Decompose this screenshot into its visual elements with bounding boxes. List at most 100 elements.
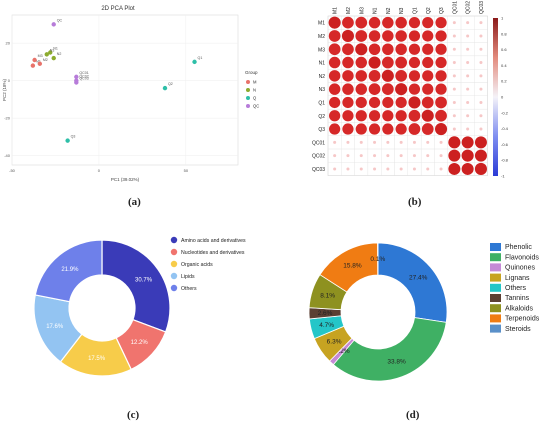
- heatmap-circle: [355, 110, 367, 122]
- pca-y-tick-label: 20: [6, 41, 11, 46]
- compound-legend-marker: [490, 273, 501, 282]
- heatmap-circle: [346, 140, 350, 144]
- heatmap-circle: [422, 30, 434, 42]
- heatmap-circle: [341, 29, 354, 42]
- metabolite-legend-label: Lipids: [181, 274, 195, 280]
- heatmap-circle: [422, 17, 434, 29]
- metabolite-legend-label: Others: [181, 286, 197, 292]
- heatmap-circle: [355, 83, 367, 95]
- heatmap-circle: [439, 167, 443, 171]
- heatmap-circle: [452, 114, 456, 118]
- heatmap-circle: [452, 87, 456, 91]
- pca-point-label: QC02: [79, 75, 88, 79]
- pca-point: [44, 52, 49, 57]
- heatmap-circle: [461, 149, 474, 162]
- heatmap-col-label: M1: [333, 7, 339, 14]
- heatmap-circle: [439, 154, 443, 158]
- pca-point: [65, 138, 70, 143]
- heatmap-row-label: M2: [318, 34, 325, 40]
- heatmap-circle: [386, 154, 390, 158]
- heatmap-circle: [448, 149, 461, 162]
- pca-scatter-chart: 2D PCA Plot PC1 (39.02%) PC2 (18%) Group…: [2, 6, 259, 182]
- compound-legend-marker: [490, 294, 501, 302]
- compound-slice: [332, 317, 447, 382]
- heatmap-col-label: N3: [399, 7, 405, 14]
- heatmap-circle: [395, 69, 408, 82]
- heatmap-circle: [461, 136, 474, 149]
- heatmap-col-label: Q2: [426, 7, 432, 14]
- heatmap-circle: [342, 16, 354, 29]
- pca-point-label: M3: [38, 54, 43, 58]
- metabolite-slice-label: 12.2%: [131, 340, 149, 346]
- metabolite-slice: [34, 239, 103, 303]
- heatmap-circle: [399, 154, 403, 158]
- pca-x-tick-label: 0: [98, 168, 101, 173]
- metabolite-legend-label: Nucleotides and derivatives: [181, 250, 245, 256]
- metabolite-legend-marker: [170, 272, 178, 280]
- compound-slice-label: 15.8%: [343, 263, 362, 270]
- pca-legend-label: QC: [253, 104, 259, 109]
- metabolite-slice-label: 30.7%: [135, 277, 153, 283]
- heatmap-circle: [328, 30, 341, 42]
- heatmap-circle: [421, 96, 434, 109]
- heatmap-circle: [422, 70, 434, 82]
- heatmap-col-label: M2: [346, 7, 352, 14]
- pca-y-tick-label: -20: [4, 116, 11, 121]
- pca-plot-area: [11, 14, 239, 166]
- pca-point: [192, 59, 197, 65]
- compound-legend-marker: [490, 263, 501, 272]
- heatmap-circle: [466, 74, 470, 78]
- heatmap-circle: [466, 127, 470, 131]
- heatmap-circle: [412, 140, 416, 144]
- heatmap-circle: [435, 17, 447, 29]
- heatmap-circle: [342, 110, 354, 122]
- pca-point-label: Q1: [198, 56, 203, 60]
- heatmap-circle: [408, 70, 421, 82]
- pca-legend-title: Group: [245, 70, 258, 75]
- heatmap-cell: [474, 162, 488, 176]
- heatmap-circle: [359, 167, 363, 171]
- heatmap-col-label: Q1: [412, 7, 418, 14]
- heatmap-circle: [328, 70, 341, 82]
- pca-legend-label: N: [253, 88, 256, 93]
- metabolite-slice: [101, 239, 171, 333]
- heatmap-circle: [368, 43, 381, 55]
- metabolite-slice-label: 21.9%: [61, 267, 79, 273]
- colorbar-tick-label: 0.8: [501, 31, 507, 36]
- heatmap-circle: [333, 167, 337, 171]
- heatmap-circle: [355, 96, 367, 109]
- heatmap-circle: [342, 123, 354, 135]
- pca-point-label: M2: [43, 58, 48, 62]
- heatmap-circle: [328, 56, 341, 69]
- panel-d-compound-donut: 27.4% 33.8% 1.2% 6.3% 4.7% 2.6% 8.1% 15.8% 0.1% …: [288, 222, 550, 436]
- caption-a: (a): [128, 196, 141, 208]
- heatmap-circle: [479, 61, 483, 65]
- heatmap-circle: [395, 110, 407, 122]
- heatmap-circle: [479, 127, 483, 131]
- heatmap-circle: [342, 83, 354, 95]
- heatmap-circle: [328, 43, 341, 56]
- heatmap-circle: [474, 136, 487, 149]
- compound-slice-label: 27.4%: [409, 274, 428, 281]
- compound-legend-label: Lignans: [505, 275, 530, 282]
- heatmap-circle: [466, 61, 470, 65]
- pca-legend-marker: [246, 88, 250, 92]
- heatmap-circle: [355, 16, 368, 29]
- heatmap-col-label: QC01: [452, 1, 458, 14]
- pca-point-label: N1: [53, 47, 58, 51]
- pca-legend-marker: [246, 104, 250, 108]
- heatmap-circle: [373, 154, 377, 158]
- correlation-heatmap: M1 M1 M2 M2 M3 M3 N1 N1 N2 N2 N3 N3 Q1 Q1 Q2 Q2 Q3 Q3 QC01…: [312, 1, 509, 179]
- heatmap-col-label: QC02: [466, 1, 472, 14]
- heatmap-circle: [342, 96, 354, 109]
- heatmap-row-label: N1: [319, 61, 326, 67]
- heatmap-row-label: N3: [319, 87, 326, 93]
- colorbar-tick-label: 0.4: [501, 63, 507, 68]
- heatmap-circle: [466, 47, 470, 51]
- heatmap-circle: [466, 21, 470, 25]
- heatmap-circle: [381, 69, 394, 82]
- heatmap-circle: [382, 43, 394, 55]
- heatmap-circle: [479, 21, 483, 25]
- compound-legend-marker: [490, 324, 501, 333]
- heatmap-row-label: QC01: [312, 140, 325, 146]
